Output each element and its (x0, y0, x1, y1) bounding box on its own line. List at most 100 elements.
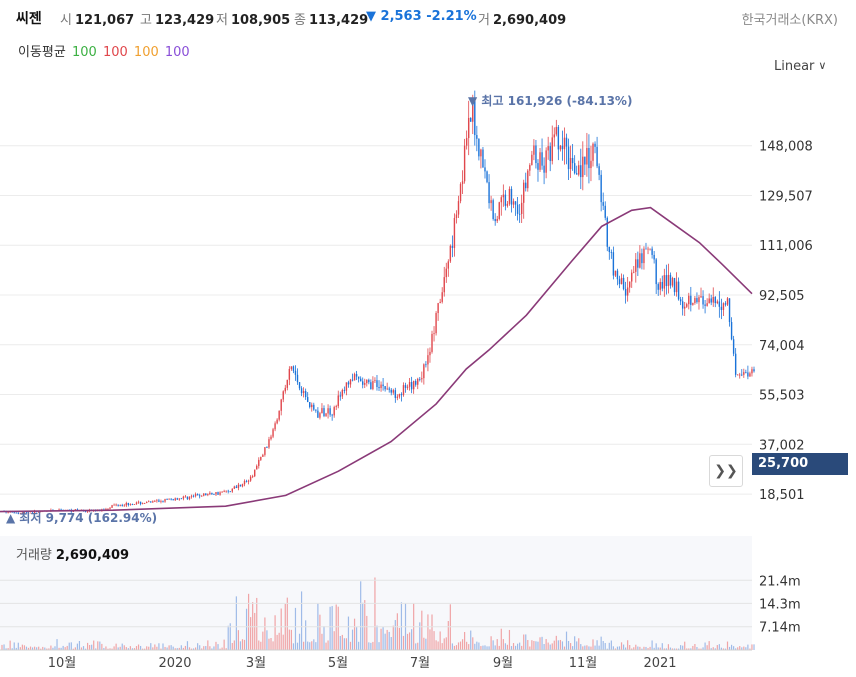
candle-body (333, 407, 335, 416)
volume-bar (563, 646, 566, 650)
ma-item[interactable]: 100 (133, 45, 159, 60)
candle-body (319, 413, 321, 418)
candle-body (571, 157, 574, 164)
candle-body (400, 394, 403, 396)
scale-dropdown[interactable]: Linear ∨ (774, 59, 826, 74)
price-tick-label: 92,505 (759, 289, 805, 304)
volume-bar (728, 646, 731, 650)
candle-body (622, 277, 625, 289)
volume-bar (722, 648, 725, 650)
volume-bar (417, 642, 419, 650)
candle-body (447, 261, 450, 269)
candle-body (518, 213, 521, 215)
candle-body (396, 396, 399, 398)
candle-body (543, 165, 545, 173)
candle-body (692, 302, 694, 305)
volume-bar (706, 645, 708, 650)
candle-body (675, 281, 678, 293)
candle-body (311, 404, 313, 408)
volume-bar (494, 645, 496, 650)
candle-body (718, 301, 721, 307)
volume-bar (486, 646, 488, 650)
volume-bar (686, 648, 688, 650)
candle-body (349, 379, 352, 385)
volume-bar (551, 643, 553, 650)
ma-item[interactable]: 100 (71, 45, 97, 60)
candle-body (626, 287, 629, 296)
candle-body (390, 389, 392, 393)
candle-body (111, 505, 113, 508)
volume-bar (156, 646, 158, 650)
candle-body (459, 184, 462, 202)
candle-body (624, 288, 627, 296)
volume-bar (303, 641, 305, 650)
volume-bar (572, 646, 574, 650)
candle-body (211, 492, 213, 495)
volume-bar (119, 646, 121, 650)
candle-body (490, 200, 492, 204)
volume-bar (180, 645, 182, 650)
candle-body (488, 182, 490, 204)
candle-body (221, 491, 223, 493)
volume-bar (690, 648, 692, 650)
candle-body (264, 447, 266, 455)
candle-body (339, 395, 342, 397)
volume-bar (211, 648, 213, 650)
candle-body (681, 301, 684, 309)
volume-bar (137, 644, 140, 650)
volume-bar (549, 644, 551, 650)
candle-body (461, 181, 464, 185)
volume-bar (737, 647, 739, 650)
volume-bar (451, 643, 453, 650)
candle-body (121, 505, 123, 506)
candle-body (516, 204, 519, 214)
candle-body (258, 459, 260, 466)
volume-bar (547, 642, 549, 650)
volume-bar (321, 633, 323, 650)
candle-body (198, 495, 201, 497)
candle-body (141, 503, 144, 505)
volume-bar (718, 644, 720, 650)
candle-body (131, 504, 134, 505)
candle-body (15, 512, 17, 514)
volume-bar (698, 648, 700, 650)
volume-bar (421, 610, 423, 650)
volume-bar (266, 630, 268, 650)
volume-bar (74, 647, 76, 650)
volume-bar (580, 644, 582, 650)
volume-bar (747, 644, 749, 650)
candle-body (474, 101, 476, 136)
volume-bar (166, 647, 168, 650)
candle-body (690, 295, 692, 305)
volume-bar (60, 647, 62, 650)
volume-title: 거래량 2,690,409 (16, 548, 130, 563)
candle-body (201, 495, 203, 497)
price-tick-label: 129,507 (759, 189, 813, 204)
candle-body (174, 498, 176, 501)
candle-body (512, 201, 515, 205)
candle-body (732, 339, 735, 354)
volume-bar (527, 640, 529, 650)
volume-bar (402, 635, 405, 650)
candle-body (362, 381, 364, 385)
scroll-to-latest-button[interactable]: ❯❯ (709, 455, 743, 487)
volume-bar (649, 646, 651, 650)
volume-bar (398, 627, 400, 650)
volume-bar (343, 638, 345, 650)
ma-item[interactable]: 100 (164, 45, 190, 60)
candle-body (467, 117, 470, 139)
volume-bar (753, 644, 755, 650)
volume-bar (203, 646, 205, 650)
volume-bar (614, 648, 617, 650)
volume-bar (553, 640, 555, 650)
volume-bar (347, 616, 350, 650)
candle-body (309, 402, 311, 408)
volume-bar (80, 647, 83, 650)
candle-body (751, 369, 753, 374)
candle-body (606, 217, 608, 247)
ma-item[interactable]: 100 (102, 45, 128, 60)
volume-bar (559, 639, 561, 650)
candle-body (251, 476, 254, 478)
candle-body (527, 170, 529, 189)
